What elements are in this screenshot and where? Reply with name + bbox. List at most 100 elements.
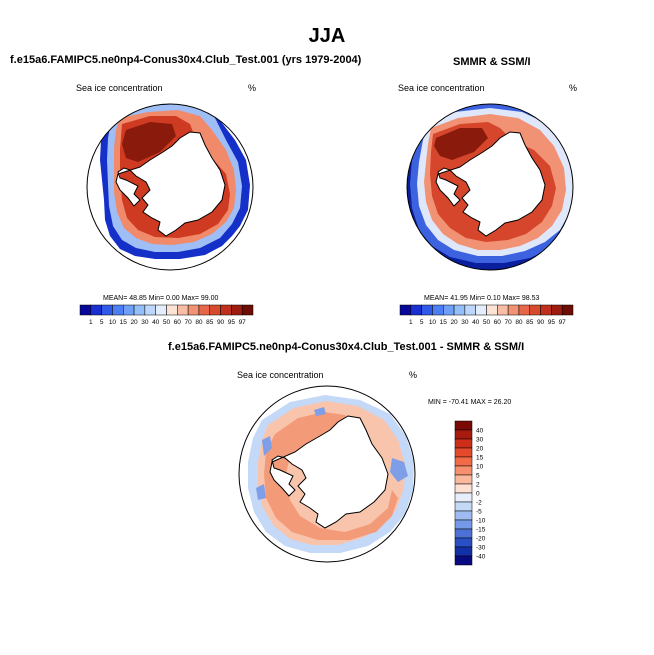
obs-panel-title: SMMR & SSM/I: [453, 56, 531, 68]
obs-ice-dark-weddell: [434, 128, 488, 160]
diff-colorbar-swatch: [454, 429, 473, 440]
obs-colorbar-tick-label: 95: [548, 319, 556, 326]
obs-colorbar-tick-label: 20: [450, 319, 458, 326]
diff-colorbar-swatch: [454, 519, 473, 530]
obs-colorbar: 1 5 10 15 20 30 40 50 60 70 80 85 90 95 97: [399, 304, 574, 326]
diff-colorbar-swatch: [454, 546, 473, 557]
model-colorbar-tick-label: 95: [228, 319, 236, 326]
model-units-label: %: [248, 83, 257, 93]
diff-colorbar-tick-label: -15: [476, 527, 486, 534]
diff-colorbar-swatch: [454, 492, 473, 503]
obs-colorbar-tick-label: 80: [515, 319, 523, 326]
obs-map-border: [406, 103, 574, 271]
obs-variable-label: Sea ice concentration: [398, 83, 485, 93]
model-colorbar-swatch: [231, 304, 243, 316]
model-stats: MEAN= 48.85 Min= 0.00 Max= 99.00: [103, 295, 219, 302]
model-ice-dark-weddell: [122, 122, 176, 162]
model-antarctica: [115, 131, 226, 237]
obs-units-label: %: [569, 83, 578, 93]
model-colorbar-swatch: [155, 304, 167, 316]
obs-colorbar-swatch: [464, 304, 476, 316]
model-colorbar-tick-label: 80: [195, 319, 203, 326]
model-colorbar-swatch: [90, 304, 102, 316]
model-colorbar-tick-label: 60: [174, 319, 182, 326]
diff-positive-strong: [264, 412, 398, 540]
diff-colorbar-swatch: [454, 537, 473, 548]
obs-colorbar-tick-label: 70: [505, 319, 513, 326]
model-colorbar-swatch: [187, 304, 200, 316]
obs-colorbar-swatch: [443, 304, 455, 316]
diff-colorbar-swatch: [454, 483, 473, 494]
diff-colorbar-swatch: [454, 465, 473, 476]
model-colorbar-swatch: [79, 304, 92, 316]
diff-colorbar-tick-label: -30: [476, 545, 486, 552]
diff-colorbar-swatch: [454, 501, 473, 512]
obs-stats: MEAN= 41.95 Min= 0.10 Max= 98.53: [424, 295, 540, 302]
model-colorbar-tick-label: 30: [141, 319, 149, 326]
diff-stats: MIN = -70.41 MAX = 26.20: [428, 399, 512, 406]
obs-colorbar-swatch: [561, 304, 574, 316]
model-panel-title: f.e15a6.FAMIPC5.ne0np4-Conus30x4.Club_Te…: [10, 54, 362, 66]
obs-colorbar-tick-label: 5: [420, 319, 424, 326]
diff-colorbar-tick-label: 10: [476, 464, 484, 471]
obs-colorbar-swatch: [432, 304, 444, 316]
diff-antarctica: [269, 415, 389, 529]
diff-colorbar-tick-label: -10: [476, 518, 486, 525]
diff-colorbar-tick-label: -20: [476, 536, 486, 543]
diff-map: [238, 385, 416, 563]
model-map-border: [86, 103, 254, 271]
diff-colorbar-swatch: [454, 555, 473, 566]
model-colorbar-swatch: [220, 304, 232, 316]
model-colorbar-swatch: [166, 304, 178, 316]
diff-colorbar-tick-label: -5: [476, 509, 482, 516]
model-colorbar-swatch: [177, 304, 189, 316]
diff-colorbar-swatch: [454, 420, 473, 431]
obs-antarctica: [435, 131, 546, 237]
obs-colorbar-swatch: [410, 304, 422, 316]
obs-colorbar-tick-label: 40: [472, 319, 480, 326]
obs-colorbar-tick-label: 85: [526, 319, 534, 326]
diff-colorbar-tick-label: 0: [476, 491, 480, 498]
diff-colorbar-tick-label: 30: [476, 437, 484, 444]
model-colorbar-swatch: [133, 304, 146, 316]
diff-colorbar-swatch: [454, 456, 473, 467]
obs-colorbar-swatch: [518, 304, 530, 316]
model-colorbar-tick-label: 10: [109, 319, 117, 326]
model-colorbar-tick-label: 5: [100, 319, 104, 326]
model-colorbar-swatch: [123, 304, 135, 316]
diff-colorbar-swatch: [454, 438, 473, 449]
diff-colorbar-tick-label: 15: [476, 455, 484, 462]
figure-title: JJA: [308, 25, 346, 47]
obs-colorbar-tick-label: 1: [409, 319, 413, 326]
diff-colorbar-tick-label: 40: [476, 428, 484, 435]
model-colorbar-swatch: [112, 304, 124, 316]
model-colorbar-tick-label: 70: [185, 319, 193, 326]
diff-panel-title: f.e15a6.FAMIPC5.ne0np4-Conus30x4.Club_Te…: [168, 341, 525, 353]
obs-colorbar-tick-label: 50: [483, 319, 491, 326]
obs-colorbar-swatch: [486, 304, 498, 316]
diff-units-label: %: [409, 370, 418, 380]
obs-colorbar-swatch: [453, 304, 466, 316]
model-colorbar-tick-label: 97: [239, 319, 247, 326]
obs-colorbar-tick-label: 60: [494, 319, 502, 326]
obs-colorbar-swatch: [421, 304, 433, 316]
obs-colorbar-swatch: [399, 304, 412, 316]
obs-colorbar-swatch: [497, 304, 509, 316]
model-colorbar-tick-label: 1: [89, 319, 93, 326]
diff-colorbar-tick-label: 20: [476, 446, 484, 453]
diff-variable-label: Sea ice concentration: [237, 370, 324, 380]
obs-colorbar-swatch: [507, 304, 520, 316]
diff-colorbar-swatch: [454, 447, 473, 458]
model-colorbar-tick-label: 20: [130, 319, 138, 326]
diff-colorbar-tick-label: 5: [476, 473, 480, 480]
model-colorbar-tick-label: 40: [152, 319, 160, 326]
model-colorbar: 1 5 10 15 20 30 40 50 60 70 80 85 90 95 97: [79, 304, 254, 326]
diff-colorbar-tick-label: 2: [476, 482, 480, 489]
obs-colorbar-tick-label: 15: [440, 319, 448, 326]
model-colorbar-swatch: [144, 304, 156, 316]
model-colorbar-tick-label: 90: [217, 319, 225, 326]
model-colorbar-tick-label: 50: [163, 319, 171, 326]
obs-colorbar-tick-label: 10: [429, 319, 437, 326]
obs-colorbar-tick-label: 97: [559, 319, 567, 326]
diff-colorbar-tick-label: -2: [476, 500, 482, 507]
